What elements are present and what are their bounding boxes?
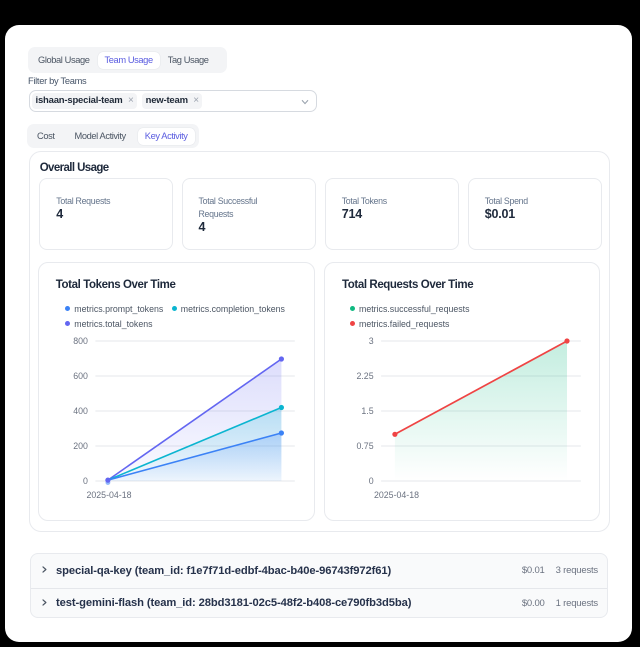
- svg-text:2025-04-18: 2025-04-18: [86, 490, 131, 500]
- svg-text:3: 3: [368, 336, 373, 346]
- svg-text:0: 0: [83, 476, 88, 486]
- svg-text:0: 0: [368, 476, 373, 486]
- svg-text:400: 400: [73, 406, 88, 416]
- svg-text:1.5: 1.5: [361, 406, 373, 416]
- svg-text:2.25: 2.25: [356, 371, 373, 381]
- svg-text:2025-04-18: 2025-04-18: [374, 490, 419, 500]
- svg-text:800: 800: [73, 336, 88, 346]
- svg-text:200: 200: [73, 441, 88, 451]
- svg-text:600: 600: [73, 371, 88, 381]
- svg-text:0.75: 0.75: [356, 441, 373, 451]
